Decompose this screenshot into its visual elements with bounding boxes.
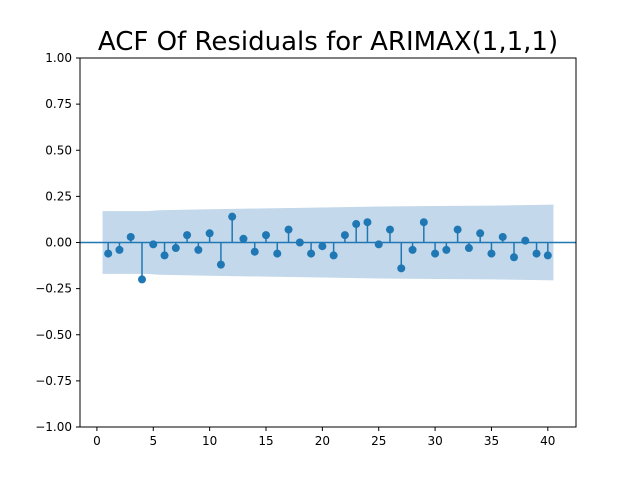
marker-lag-13 [239,234,248,243]
stems-layer [80,212,576,284]
marker-lag-30 [431,249,440,258]
x-tick-label-2: 10 [202,434,217,448]
marker-lag-32 [453,225,462,234]
marker-lag-35 [487,249,496,258]
marker-lag-1 [104,249,113,258]
x-tick-label-6: 30 [427,434,442,448]
marker-lag-17 [284,225,293,234]
marker-lag-9 [194,245,203,254]
marker-lag-33 [464,244,473,253]
marker-lag-23 [352,220,361,229]
marker-lag-15 [262,231,270,240]
marker-lag-29 [419,218,428,227]
marker-lag-12 [228,212,237,221]
marker-lag-26 [386,225,394,234]
x-tick-label-1: 5 [149,434,157,448]
marker-lag-8 [183,231,192,240]
x-tick-label-8: 40 [540,434,555,448]
marker-lag-7 [171,244,180,253]
axes-layer: −1.00 −0.75 −0.50 −0.25 0.00 0.25 0.50 0.75 1.00… [35,51,577,448]
y-tick-label-8: 1.00 [45,51,72,65]
marker-lag-4 [138,275,146,284]
marker-lag-2 [115,245,124,254]
x-tick-label-3: 15 [258,434,273,448]
x-tick-label-5: 25 [371,434,386,448]
marker-lag-28 [408,245,417,254]
marker-lag-25 [374,240,383,249]
marker-lag-11 [216,260,225,269]
x-tick-label-7: 35 [484,434,499,448]
marker-lag-18 [295,238,304,247]
marker-lag-5 [149,240,158,249]
marker-lag-38 [521,236,530,245]
marker-lag-14 [250,247,259,256]
y-tick-label-6: 0.50 [45,143,72,157]
marker-lag-36 [498,232,507,241]
y-tick-label-3: −0.25 [35,282,72,296]
marker-lag-22 [340,231,349,240]
marker-lag-27 [397,264,406,273]
x-tick-label-4: 20 [315,434,330,448]
y-tick-label-4: 0.00 [45,236,72,250]
marker-lag-37 [510,253,518,262]
marker-lag-31 [442,245,451,254]
marker-lag-40 [543,251,552,260]
y-tick-label-1: −0.75 [35,374,72,388]
y-tick-label-2: −0.50 [35,328,72,342]
marker-lag-10 [205,229,214,238]
marker-lag-6 [160,251,169,260]
marker-lag-24 [363,218,372,227]
marker-lag-34 [476,229,485,238]
y-tick-label-0: −1.00 [35,420,72,434]
y-tick-label-5: 0.25 [45,189,72,203]
x-tick-label-0: 0 [93,434,101,448]
marker-lag-20 [318,242,327,251]
marker-lag-19 [307,249,316,258]
marker-lag-21 [329,251,338,260]
marker-lag-39 [532,249,541,258]
marker-lag-3 [126,232,135,241]
marker-lag-16 [273,249,282,258]
chart-title: ACF Of Residuals for ARIMAX(1,1,1) [98,27,558,57]
y-tick-label-7: 0.75 [45,97,72,111]
